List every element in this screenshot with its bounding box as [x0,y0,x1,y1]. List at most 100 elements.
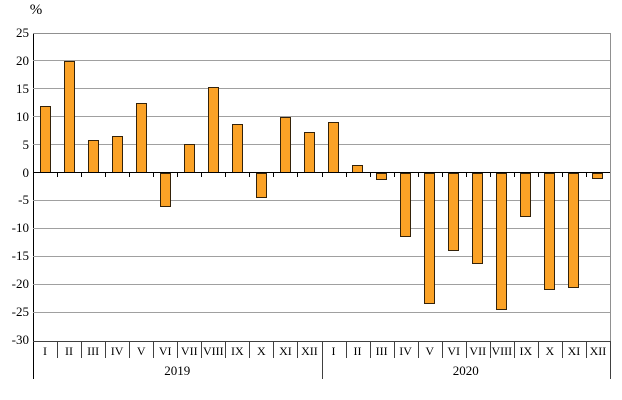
month-label-IX: IX [231,344,244,358]
y-tick-label--25: -25 [11,304,29,320]
month-separator [441,341,443,358]
month-separator [249,341,251,358]
category-axis-tick [129,172,131,177]
category-axis-tick [537,172,539,177]
year-separator-right [610,341,611,379]
bar-VIII-2019 [207,86,219,173]
month-separator [345,341,347,358]
bar-XI-2020 [568,172,580,289]
category-axis-tick [225,172,227,177]
bar-I-2020 [328,122,340,173]
month-label-V: V [425,344,434,358]
bar-XII-2019 [303,132,315,173]
month-separator [105,341,107,358]
bar-VI-2019 [159,172,171,208]
y-tick-label--30: -30 [11,332,29,347]
month-label-IV: IV [110,344,124,358]
bar-I-2019 [39,105,51,173]
month-label-VII: VII [180,344,198,358]
month-label-XI: XI [567,344,581,358]
bar-X-2020 [544,172,556,291]
category-axis-tick [249,172,251,177]
category-axis-tick [561,172,563,177]
month-separator [537,341,539,358]
bar-VII-2020 [472,172,484,264]
bar-IV-2020 [400,172,412,237]
month-label-XII: XII [301,344,318,358]
month-label-III: III [87,344,100,358]
category-axis-tick [441,172,443,177]
month-label-X: X [257,344,266,358]
month-label-VI: VI [158,344,172,358]
bar-X-2019 [255,172,267,199]
month-label-XI: XI [279,344,292,358]
bar-III-2020 [376,172,388,181]
category-axis-tick [177,172,179,177]
bar-V-2019 [135,102,147,173]
month-label-III: III [375,344,388,358]
bar-V-2020 [424,172,436,305]
month-separator [153,341,155,358]
month-label-VIII: VIII [202,344,224,358]
month-separator [369,341,371,358]
y-axis-line [33,33,34,379]
category-axis-tick [465,172,467,177]
y-tick-label-25: 25 [16,25,29,40]
category-axis-tick [489,172,491,177]
y-tick-label-0: 0 [22,164,30,180]
bar-XII-2020 [592,172,604,179]
bar-IV-2019 [111,135,123,173]
month-separator [129,341,131,358]
month-separator [201,341,203,358]
y-axis-unit-label: % [29,2,43,18]
category-axis-tick [57,172,59,177]
month-separator [465,341,467,358]
category-axis-tick [417,172,419,177]
bar-IX-2020 [520,172,532,218]
category-axis-tick [585,172,587,177]
bar-XI-2019 [279,116,291,173]
y-tick-label--10: -10 [11,220,29,236]
year-label-2019: 2019 [164,363,191,378]
category-axis-tick [393,172,395,177]
month-label-I: I [43,344,48,358]
bar-II-2019 [63,61,75,173]
month-separator [297,341,299,358]
month-label-VIII: VIII [491,344,513,358]
month-label-II: II [65,344,74,358]
month-label-XII: XII [589,344,607,358]
year-separator [321,341,323,379]
month-separator [489,341,491,358]
month-separator [561,341,563,358]
month-label-VI: VI [447,344,461,358]
category-axis-tick [105,172,107,177]
y-tick-label--20: -20 [11,276,29,292]
category-axis-tick [153,172,155,177]
month-separator [393,341,395,358]
bar-VI-2020 [448,172,460,251]
month-label-X: X [545,344,555,358]
category-axis-tick [345,172,347,177]
y-tick-label--15: -15 [11,248,29,264]
y-tick-label--5: -5 [18,192,29,208]
month-separator [225,341,227,358]
month-label-I: I [331,344,336,358]
month-separator [177,341,179,358]
y-tick-label-5: 5 [22,136,30,152]
month-label-IX: IX [519,344,533,358]
month-separator [273,341,275,358]
y-tick-label-15: 15 [16,80,29,96]
bar-VIII-2020 [496,172,508,311]
category-axis-tick [297,172,299,177]
month-separator [585,341,587,358]
category-axis-tick [201,172,203,177]
month-label-IV: IV [399,344,412,358]
y-tick-label-20: 20 [16,52,29,68]
y-tick-label-10: 10 [16,108,29,124]
bar-III-2019 [87,139,99,173]
month-separator [57,341,59,358]
category-axis-tick [369,172,371,177]
month-separator [81,341,83,358]
month-label-II: II [353,344,362,358]
